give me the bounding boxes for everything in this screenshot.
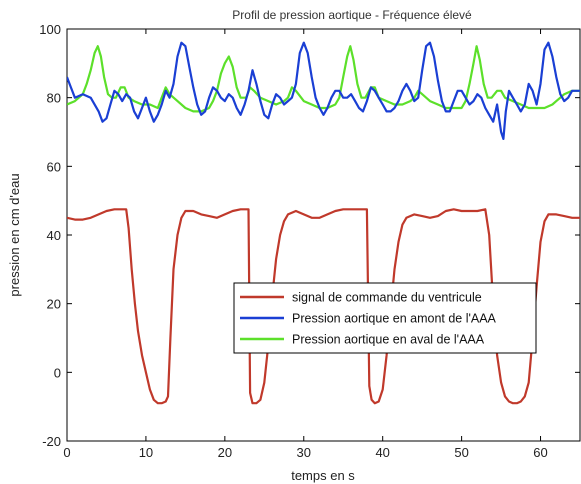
plot-frame — [66, 28, 581, 442]
legend-label-3: Pression aortique en aval de l'AAA — [292, 333, 485, 347]
legend-label-2: Pression aortique en amont de l'AAA — [292, 312, 497, 326]
series-layer — [67, 41, 580, 405]
y-tick-label: 80 — [47, 91, 61, 106]
y-tick-label: 20 — [47, 297, 61, 312]
legend-label-1: signal de commande du ventricule — [292, 291, 482, 305]
x-tick-label: 60 — [533, 445, 547, 460]
chart-title: Profil de pression aortique - Fréquence … — [232, 8, 472, 22]
x-tick-label: 10 — [139, 445, 153, 460]
legend: signal de commande du ventricule Pression… — [233, 282, 537, 354]
legend-box — [233, 282, 537, 354]
y-tick-label: 60 — [47, 159, 61, 174]
y-axis-label: pression en cm d'eau — [7, 173, 22, 296]
x-tick-label: 40 — [375, 445, 389, 460]
x-tick-label: 50 — [454, 445, 468, 460]
series-line-1 — [67, 208, 580, 405]
x-axis-label: temps en s — [291, 468, 355, 483]
x-tick-label: 30 — [297, 445, 311, 460]
y-tick-label: -20 — [42, 434, 61, 449]
y-tick-label: 40 — [47, 228, 61, 243]
y-tick-label: 0 — [54, 365, 61, 380]
y-tick-label: 100 — [39, 22, 61, 37]
series-line-2 — [67, 41, 580, 140]
x-tick-label: 20 — [218, 445, 232, 460]
x-tick-label: 0 — [63, 445, 70, 460]
